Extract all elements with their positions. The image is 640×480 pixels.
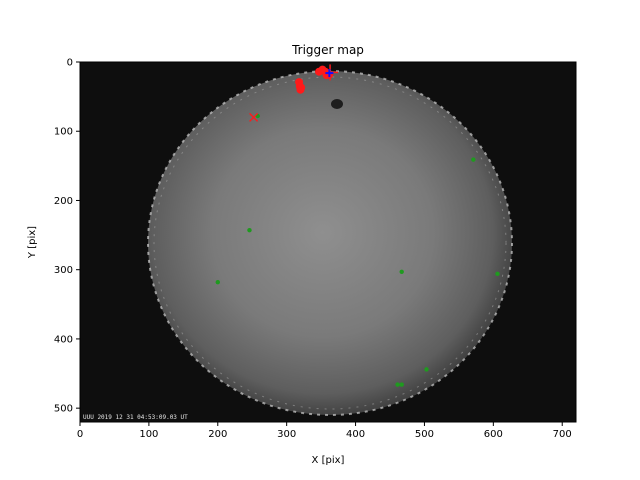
x-tick-label: 700 bbox=[553, 429, 572, 440]
y-tick-label: 100 bbox=[54, 127, 73, 138]
green-circle-point bbox=[495, 271, 500, 277]
green-circle-point bbox=[471, 157, 476, 162]
green-circle-point bbox=[424, 367, 429, 372]
y-tick-label: 200 bbox=[54, 196, 73, 207]
chart-title: Trigger map bbox=[291, 43, 364, 57]
green-circle-point bbox=[399, 269, 404, 274]
sky-dome bbox=[148, 71, 512, 415]
x-tick-label: 0 bbox=[77, 429, 83, 440]
x-tick-label: 500 bbox=[415, 429, 434, 440]
y-axis-ticks: 0 100 200 300 400 500 bbox=[54, 58, 80, 415]
dark-spot bbox=[331, 99, 343, 109]
red-circle-point bbox=[297, 83, 306, 92]
x-tick-label: 400 bbox=[346, 429, 365, 440]
x-axis-label: X [pix] bbox=[312, 455, 345, 466]
y-tick-label: 0 bbox=[67, 58, 73, 69]
plot-frame bbox=[79, 61, 577, 423]
plot-area: UUU 2019 12 31 04:53:09.03 UT bbox=[80, 62, 576, 422]
y-tick-label: 500 bbox=[54, 404, 73, 415]
green-circle-point bbox=[215, 279, 220, 285]
x-tick-label: 100 bbox=[139, 429, 158, 440]
green-circle-point bbox=[395, 382, 400, 387]
data-marks bbox=[215, 64, 500, 387]
green-circle-point bbox=[399, 382, 404, 387]
x-axis-ticks: 0 100 200 300 400 500 600 700 bbox=[77, 422, 572, 440]
x-tick-label: 200 bbox=[208, 429, 227, 440]
red-x-marker bbox=[249, 112, 259, 122]
y-tick-label: 300 bbox=[54, 265, 73, 276]
y-axis-label: Y [pix] bbox=[27, 226, 38, 259]
green-circle-point bbox=[247, 228, 252, 233]
blue-plus-marker bbox=[325, 69, 334, 78]
x-tick-label: 600 bbox=[484, 429, 503, 440]
timestamp-overlay: UUU 2019 12 31 04:53:09.03 UT bbox=[83, 414, 188, 421]
x-tick-label: 300 bbox=[277, 429, 296, 440]
y-tick-label: 400 bbox=[54, 334, 73, 345]
sky-dome-rim-inner bbox=[153, 76, 507, 410]
